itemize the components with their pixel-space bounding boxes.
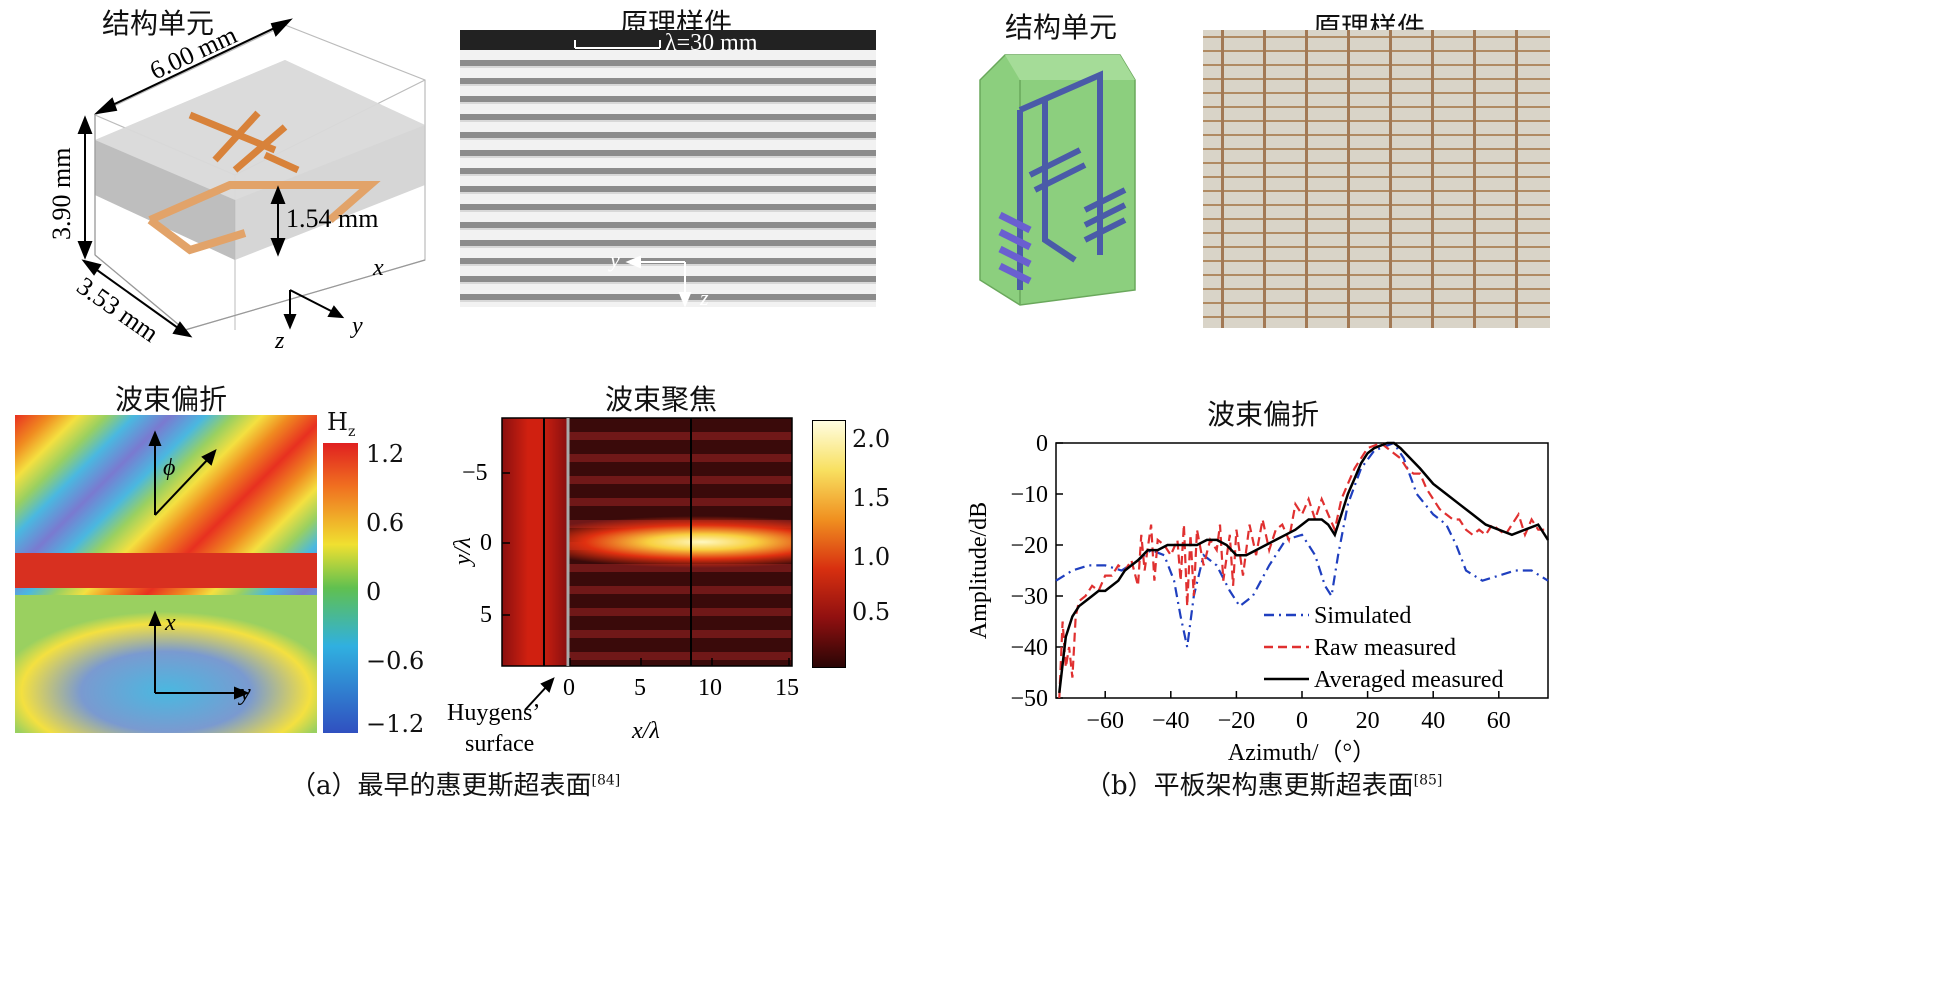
focus-ytick-2: 0 [480, 530, 492, 556]
scale-bar-label: λ=30 mm [665, 30, 758, 56]
focus-xlabel: x/λ [631, 718, 660, 744]
copper-pattern [188, 110, 300, 174]
prototype-b-photo [1203, 30, 1550, 328]
plot-frame [1055, 442, 1549, 699]
chart-ylabel: Amplitude/dB [966, 502, 992, 639]
prototype-a-overlay: λ=30 mm y z [574, 30, 758, 307]
focus-xtick-1: 0 [563, 675, 575, 701]
chart-xlabel: Azimuth/（°） [1228, 740, 1376, 765]
x-tick-label: 60 [1487, 708, 1511, 734]
focus-cbar-tick-2: 1.5 [852, 484, 891, 512]
title-a-deflection: 波束偏折 [115, 383, 228, 416]
series-line-solid [1058, 441, 1550, 694]
deflection-field-map [15, 415, 317, 733]
colorbar-tick-4: −0.6 [366, 647, 425, 675]
caption-b: （b）平板架构惠更斯超表面[85] [1085, 771, 1443, 801]
x-tick-label: −20 [1218, 708, 1256, 734]
field-axis-y: y [238, 680, 251, 706]
prototype-a-photo [460, 30, 876, 307]
y-tick-label: −50 [1010, 686, 1048, 712]
focusing-heatmap [502, 418, 792, 666]
title-a-unit-cell: 结构单元 [102, 7, 215, 40]
focus-ytick-1: −5 [462, 460, 488, 486]
legend-label: Raw measured [1314, 635, 1456, 661]
x-tick-label: 0 [1296, 708, 1308, 734]
x-tick-label: 20 [1356, 708, 1380, 734]
unit-cell-b-diagram [979, 54, 1136, 306]
x-tick-label: −40 [1152, 708, 1190, 734]
colorbar-title: Hz [327, 408, 356, 440]
focusing-overlay: −5 0 5 0 5 10 15 y/λ x/λ Huygens’ surfac… [447, 417, 799, 757]
focusing-colorbar [812, 420, 846, 668]
title-b-deflection: 波束偏折 [1207, 398, 1320, 431]
colorbar-tick-2: 0.6 [366, 509, 405, 537]
axis-y-label: y [350, 313, 363, 339]
colorbar-tick-5: −1.2 [366, 710, 425, 738]
focus-ylabel: y/λ [450, 537, 476, 567]
colorbar-tick-1: 1.2 [366, 440, 405, 468]
phi-label: ϕ [163, 455, 175, 481]
colorbar-tick-3: 0 [366, 578, 382, 606]
axis-x-label: x [372, 255, 384, 281]
y-tick-label: −20 [1010, 533, 1048, 559]
proto-axis-z: z [699, 285, 709, 307]
deflection-overlay: ϕ x y [148, 430, 251, 706]
focus-xtick-3: 10 [698, 675, 722, 701]
proto-axis-y: y [608, 247, 620, 272]
dim-substrate-label: 1.54 mm [286, 204, 378, 233]
y-tick-label: −40 [1010, 635, 1048, 661]
focus-xtick-4: 15 [775, 675, 799, 701]
title-a-focusing: 波束聚焦 [605, 383, 718, 416]
title-b-unit-cell: 结构单元 [1005, 11, 1118, 44]
azimuth-line-chart: −60 −40 −20 0 20 40 60 0 −10 −20 −30 −40 −50 Azimuth/… [966, 431, 1550, 765]
metasurface-strip [15, 553, 317, 588]
focus-cbar-tick-3: 1.0 [852, 543, 891, 571]
deflection-colorbar [323, 443, 358, 733]
caption-a: （a）最早的惠更斯超表面[84] [290, 771, 621, 801]
y-tick-label: −30 [1010, 584, 1048, 610]
series-line-dash [1058, 441, 1545, 699]
focus-ytick-3: 5 [480, 602, 492, 628]
x-tick-label: 40 [1421, 708, 1445, 734]
x-tick-label: −60 [1086, 708, 1124, 734]
focus-cbar-tick-4: 0.5 [852, 598, 891, 626]
focus-xtick-2: 5 [634, 675, 646, 701]
legend-label: Simulated [1314, 603, 1411, 629]
y-tick-label: −10 [1010, 482, 1048, 508]
huygens-annotation-1: Huygens’ [447, 700, 540, 726]
legend-label: Averaged measured [1314, 667, 1503, 693]
series-line-dash-dot [1055, 441, 1549, 648]
field-axis-x: x [164, 610, 176, 636]
axis-z-label: z [274, 328, 285, 354]
dim-height-label: 3.90 mm [47, 148, 76, 240]
y-tick-label: 0 [1036, 431, 1048, 457]
focus-cbar-tick-1: 2.0 [852, 425, 891, 453]
unit-cell-a-diagram: 6.00 mm 3.90 mm 3.53 mm 1.54 mm z y x [47, 18, 426, 354]
huygens-annotation-2: surface [465, 731, 534, 757]
